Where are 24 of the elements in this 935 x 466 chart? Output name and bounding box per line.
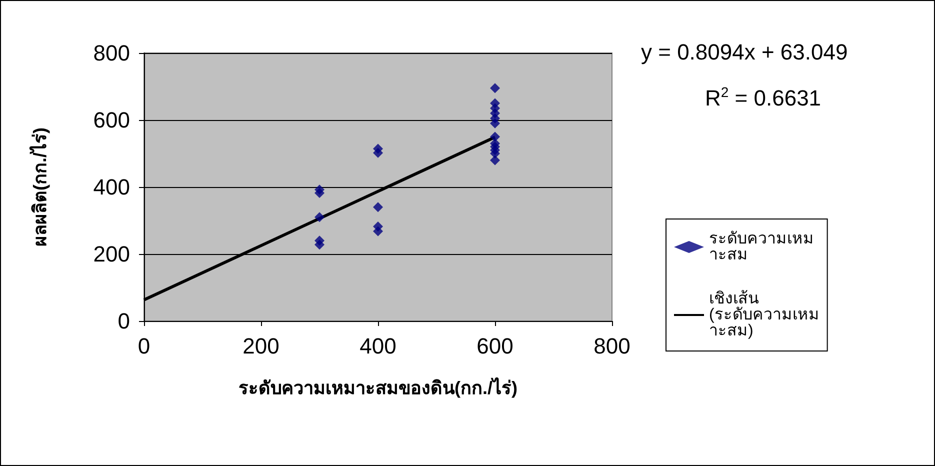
x-tick-label: 800 [594, 334, 630, 358]
point [314, 212, 324, 222]
x-tick-label: 200 [242, 334, 280, 358]
point [490, 155, 500, 166]
y-tick-label: 600 [93, 108, 130, 132]
y-axis-title: ผลผลิต(กก./ไร่) [29, 128, 50, 246]
y-tick-label: 0 [118, 308, 130, 334]
legend-label: ระดับความเหมาะสม [709, 230, 814, 264]
x-tick-label: 0 [138, 334, 150, 358]
y-tick-label: 800 [93, 40, 130, 66]
point [314, 240, 324, 250]
point [490, 83, 500, 94]
point [490, 118, 500, 128]
x-tick-label: 600 [476, 334, 514, 358]
point [373, 202, 383, 212]
y-tick-label: 400 [93, 174, 130, 200]
legend-label: เชิงเส้น (ระดับความเหมาะสม) [709, 290, 820, 340]
x-tick-label: 400 [360, 334, 396, 358]
point [314, 188, 324, 198]
point [373, 226, 383, 236]
y-tick-label: 200 [93, 242, 130, 266]
x-axis-title: ระดับความเหมาะสมของดิน(กก./ไร่) [238, 377, 518, 398]
point [373, 148, 383, 158]
text: y = 0.8094x + 63.049 [641, 40, 848, 64]
